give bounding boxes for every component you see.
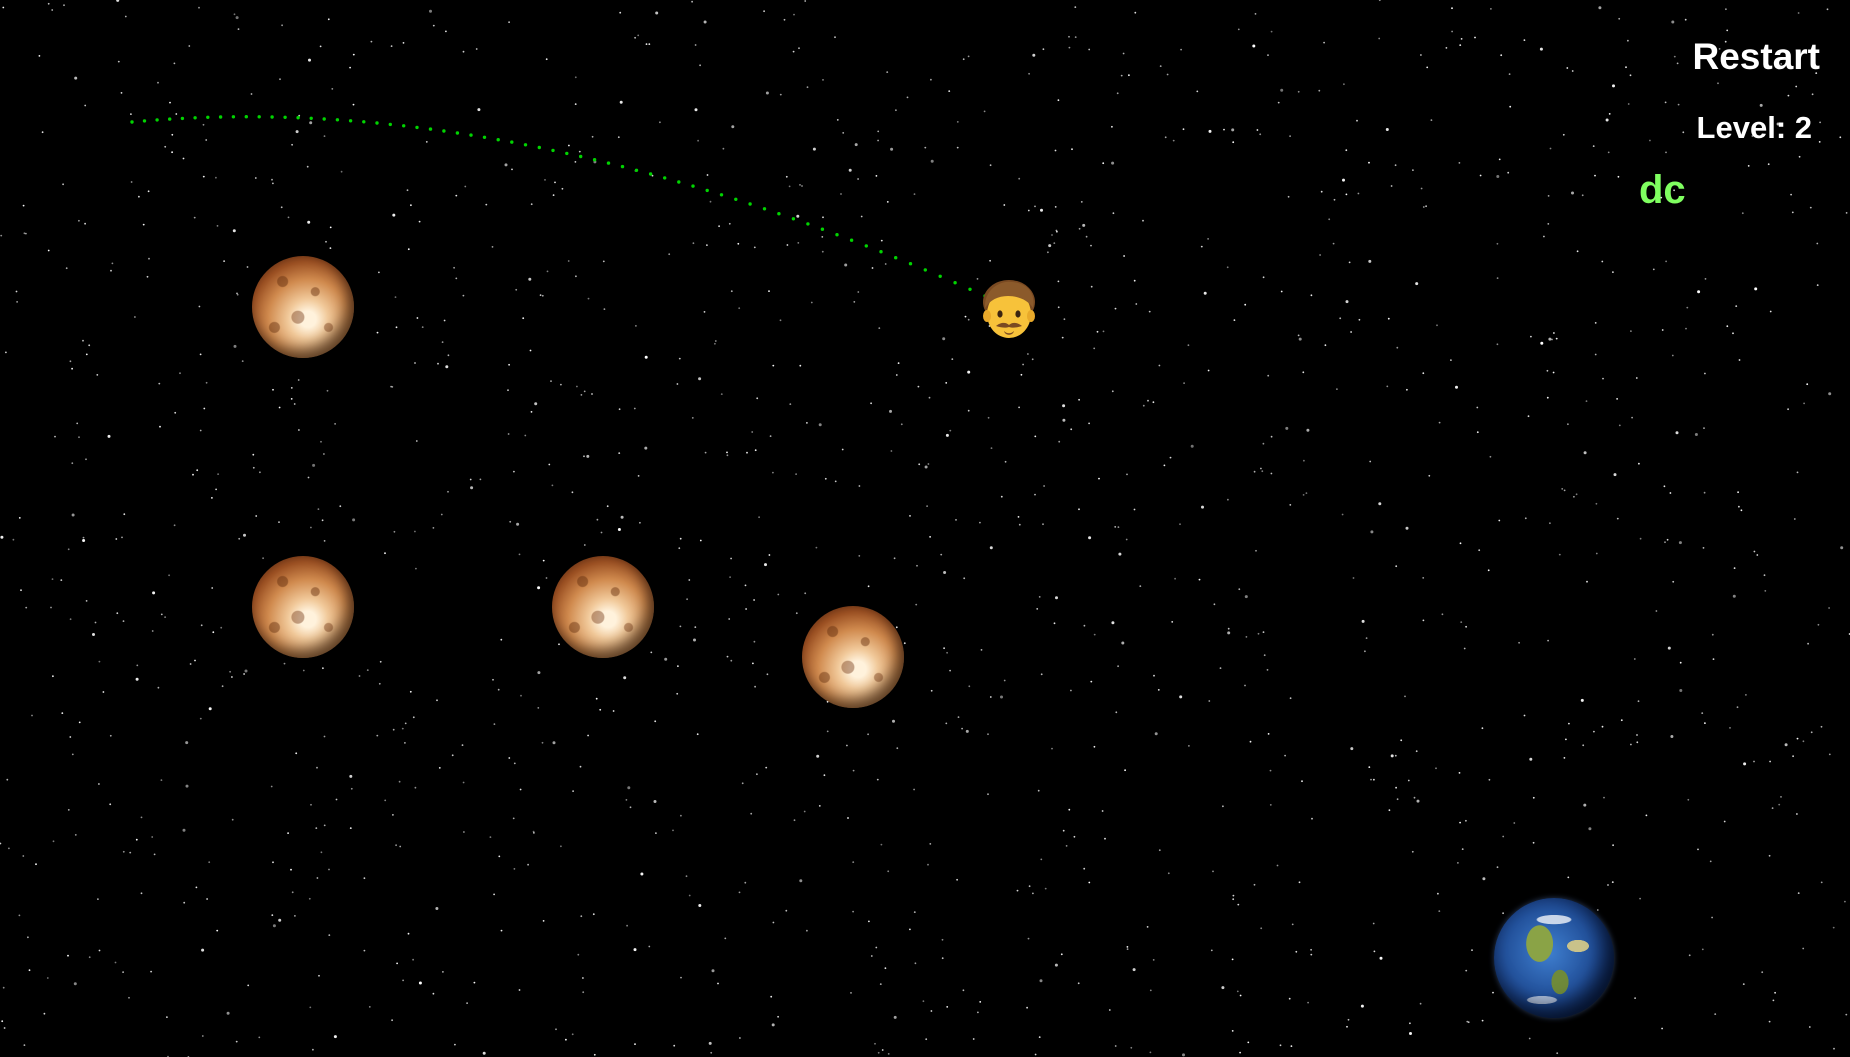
venus-planet-icon [252,256,354,358]
level-indicator: Level: 2 [1696,110,1812,145]
earth-planet-icon [1494,898,1614,1018]
venus-planet-icon [552,556,654,658]
restart-button[interactable]: Restart [1692,36,1821,77]
venus-planet-icon [802,606,904,708]
venus-planet-icon [252,556,354,658]
man-astronaut-emoji-icon[interactable] [978,278,1040,344]
status-text: dc [1639,168,1686,212]
